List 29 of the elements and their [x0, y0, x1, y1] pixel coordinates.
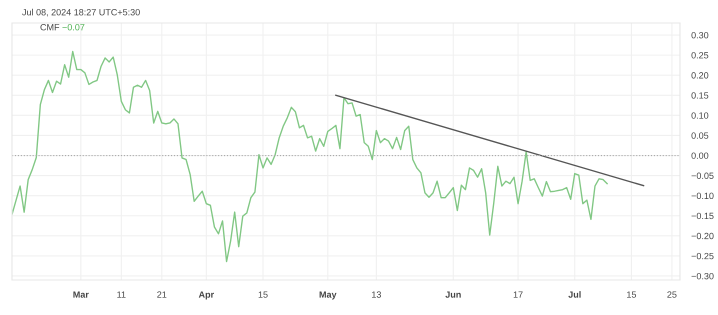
y-tick-label: 0.25: [691, 52, 708, 58]
y-tick-label: −0.30: [692, 272, 714, 280]
y-tick-label: −0.05: [692, 172, 714, 179]
y-tick-label: −0.15: [692, 212, 714, 220]
y-tick-label: −0.20: [692, 232, 714, 240]
y-tick-label: 0.05: [691, 132, 708, 139]
y-tick-label: 0.15: [691, 92, 708, 99]
x-tick-label: 15: [258, 291, 268, 298]
line-series: [12, 50, 608, 262]
y-tick-label: 0.30: [691, 32, 708, 38]
y-tick-label: −0.10: [692, 192, 714, 200]
y-tick-label: −0.25: [692, 252, 714, 260]
y-tick-label: 0.10: [691, 112, 708, 119]
y-tick-label: 0.00: [691, 152, 708, 159]
annotation: −0.07: [62, 24, 84, 30]
x-tick-label: 13: [372, 291, 381, 298]
x-tick-label: Jun: [445, 291, 461, 298]
y-tick-label: 0.20: [691, 72, 708, 79]
x-tick-label: May: [320, 291, 337, 300]
x-tick-label: 15: [627, 291, 636, 298]
x-tick-label: 11: [117, 291, 126, 298]
x-tick-label: 21: [157, 291, 166, 298]
text: Jul 08, 2024 18:27 UTC+5:30: [22, 8, 140, 16]
x-tick-label: 17: [514, 291, 523, 298]
x-tick-label: 25: [667, 291, 677, 298]
x-tick-label: Jul: [568, 291, 581, 298]
chart-title: CMF: [40, 24, 60, 30]
x-tick-label: Mar: [73, 291, 89, 298]
x-tick-label: Apr: [198, 291, 214, 300]
